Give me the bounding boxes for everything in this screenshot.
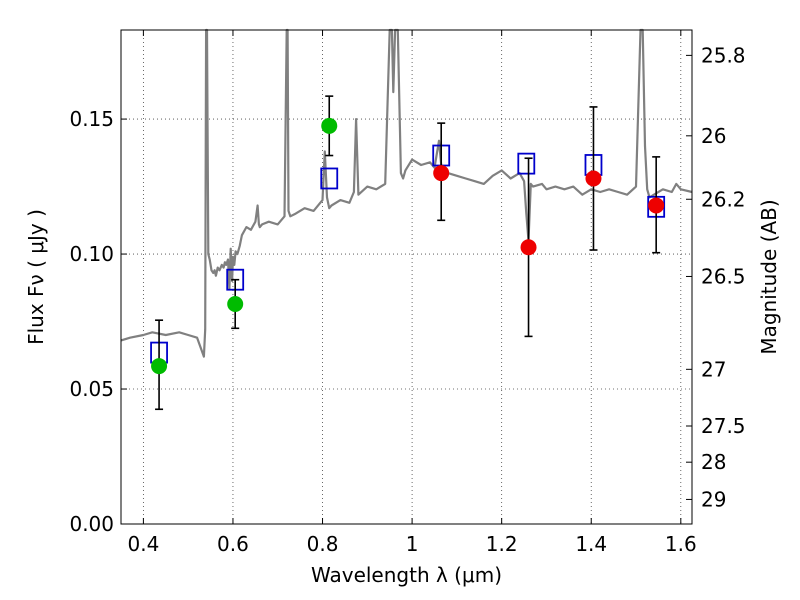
model-spectrum-layer: [120, 28, 693, 358]
model-photometry-square: [517, 152, 536, 175]
x-tick-label: 1.6: [665, 532, 697, 556]
x-tick-label: 1.2: [486, 532, 518, 556]
optical-observations-point: [227, 295, 244, 312]
optical-observations-point: [321, 117, 338, 134]
model-photometry-square: [320, 167, 339, 190]
y2-tick-label: 26: [701, 124, 726, 148]
optical-observations-point: [151, 358, 168, 375]
y2-tick-label: 28: [701, 450, 726, 474]
data-points-layer: [150, 95, 666, 411]
x-tick-label: 0.4: [127, 532, 159, 556]
y2-tick-label: 26.5: [701, 264, 746, 288]
x-tick-label: 0.8: [307, 532, 339, 556]
y-tick-label: 0.10: [69, 242, 114, 266]
model-spectrum-line: [120, 28, 693, 358]
infrared-observations-point: [433, 165, 450, 182]
infrared-observations-point: [648, 197, 665, 214]
x-tick-label: 1.4: [575, 532, 607, 556]
y2-tick-label: 27: [701, 357, 726, 381]
y-tick-label: 0.05: [69, 377, 114, 401]
y2-tick-label: 29: [701, 487, 726, 511]
y2-tick-label: 25.8: [701, 43, 746, 67]
plot-frame: [120, 29, 693, 525]
y2-tick-label: 27.5: [701, 414, 746, 438]
infrared-observations-point: [520, 239, 537, 256]
x-tick-label: 0.6: [217, 532, 249, 556]
y-tick-label: 0.15: [69, 107, 114, 131]
axis-ticks: 0.4 0.6 0.8 1 1.2 1.4 1.6 0.00 0.05 0.10 0.15 25.8 2…: [69, 30, 746, 556]
y-axis-label: Flux Fν ( μJy ): [24, 209, 48, 345]
x-tick-label: 1: [406, 532, 419, 556]
y2-tick-label: 26.2: [701, 187, 746, 211]
infrared-observations-point: [585, 170, 602, 187]
x-axis-label: Wavelength λ (μm): [311, 563, 502, 587]
y2-axis-label: Magnitude (AB): [757, 199, 781, 354]
y-tick-label: 0.00: [69, 512, 114, 536]
